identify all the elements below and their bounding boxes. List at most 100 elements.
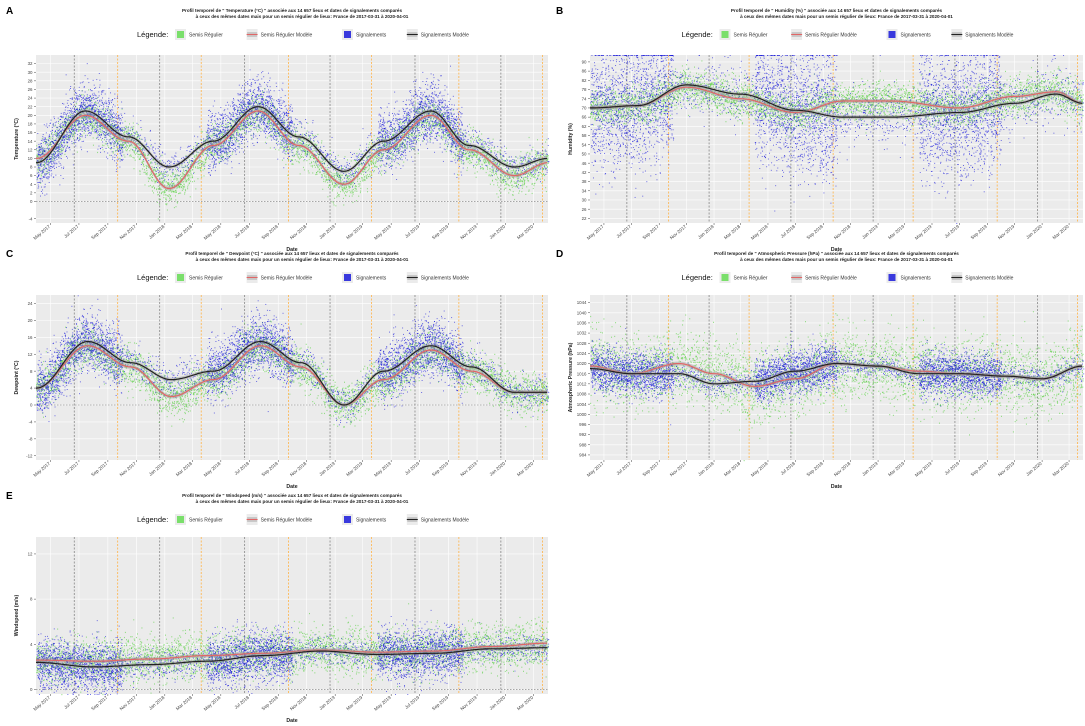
point-green (409, 139, 411, 141)
point-green (97, 134, 99, 136)
point-green (49, 148, 51, 150)
point-green (85, 118, 87, 120)
point-green (75, 128, 77, 130)
point-blue (57, 127, 59, 129)
point-green (256, 97, 258, 99)
point-blue (51, 163, 53, 165)
point-green (194, 154, 196, 157)
point-blue (52, 141, 54, 143)
point-green (172, 172, 173, 174)
point-green (537, 169, 538, 172)
point-green (169, 199, 170, 202)
point-green (201, 164, 203, 166)
point-green (419, 135, 421, 137)
point-green (333, 204, 335, 206)
point-green (143, 156, 145, 158)
point-green (213, 134, 215, 136)
point-green (116, 140, 118, 142)
point-green (53, 133, 55, 136)
point-green (184, 180, 186, 182)
point-green (89, 117, 91, 120)
point-green (149, 174, 151, 177)
point-green (171, 190, 173, 192)
point-green (147, 165, 149, 167)
point-blue (61, 129, 63, 131)
point-green (220, 150, 222, 153)
point-green (138, 139, 140, 141)
point-green (324, 175, 326, 177)
point-blue (52, 125, 54, 127)
point-green (197, 157, 199, 160)
point-blue (47, 178, 49, 180)
point-green (396, 147, 398, 149)
point-green (103, 139, 105, 141)
point-green (421, 108, 423, 110)
point-green (176, 178, 178, 180)
point-green (471, 154, 473, 156)
point-green (424, 121, 425, 123)
point-green (538, 154, 540, 157)
point-green (302, 133, 304, 135)
point-green (479, 137, 481, 140)
point-blue (43, 169, 45, 171)
point-green (49, 144, 50, 146)
point-green (348, 187, 350, 189)
point-green (417, 152, 419, 155)
point-green (355, 159, 357, 162)
point-green (82, 112, 84, 114)
point-blue (40, 146, 42, 148)
point-green (41, 164, 43, 166)
point-green (103, 115, 105, 118)
point-green (348, 175, 350, 177)
point-green (132, 128, 134, 130)
point-green (180, 178, 182, 180)
point-green (187, 184, 189, 186)
point-green (61, 141, 63, 143)
point-green (194, 156, 196, 158)
point-green (418, 111, 420, 113)
point-green (467, 152, 469, 154)
point-blue (56, 132, 58, 133)
point-blue (45, 132, 47, 134)
point-blue (50, 170, 52, 172)
point-green (518, 183, 520, 186)
point-green (120, 141, 122, 143)
point-green (247, 121, 249, 123)
point-green (182, 172, 184, 175)
point-green (147, 177, 149, 179)
point-green (215, 146, 217, 148)
point-green (497, 184, 499, 186)
point-green (354, 170, 355, 173)
point-green (58, 137, 60, 140)
point-green (144, 155, 146, 157)
point-green (292, 163, 294, 165)
point-blue (58, 130, 60, 131)
point-green (171, 185, 173, 187)
point-blue (39, 146, 40, 148)
point-blue (61, 153, 63, 155)
point-blue (49, 159, 51, 161)
point-green (160, 180, 162, 182)
point-blue (44, 140, 46, 142)
point-blue (66, 156, 68, 157)
point-green (502, 179, 503, 182)
point-green (128, 133, 130, 135)
point-green (539, 178, 541, 180)
point-green (288, 159, 290, 161)
point-green (323, 178, 325, 180)
point-blue (58, 128, 60, 130)
point-green (376, 155, 378, 157)
point-green (84, 124, 86, 126)
point-green (172, 191, 174, 193)
point-green (161, 154, 163, 156)
point-green (216, 142, 218, 145)
point-green (210, 134, 212, 137)
point-green (87, 116, 89, 118)
point-green (547, 157, 549, 159)
point-blue (64, 113, 66, 115)
point-green (275, 128, 277, 131)
point-green (108, 146, 110, 149)
point-green (154, 168, 156, 171)
point-green (396, 162, 398, 164)
point-green (202, 151, 204, 153)
